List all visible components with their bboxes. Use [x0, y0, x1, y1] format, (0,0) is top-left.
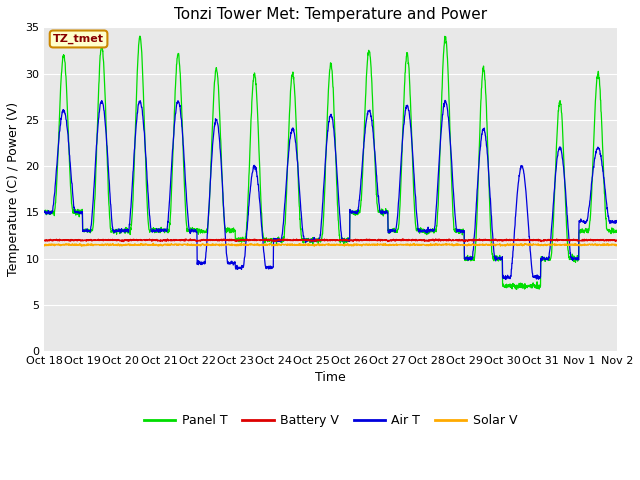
Battery V	[613, 238, 621, 243]
Battery V	[563, 237, 571, 243]
Battery V	[498, 238, 506, 243]
Air T	[200, 260, 208, 266]
Battery V	[579, 237, 586, 242]
Line: Solar V: Solar V	[45, 243, 617, 246]
Legend: Panel T, Battery V, Air T, Solar V: Panel T, Battery V, Air T, Solar V	[140, 409, 522, 432]
Panel T	[136, 33, 144, 39]
Panel T	[513, 287, 520, 292]
Panel T	[360, 134, 368, 140]
Battery V	[360, 238, 368, 243]
Air T	[563, 205, 571, 211]
Line: Panel T: Panel T	[45, 36, 617, 289]
Line: Air T: Air T	[45, 100, 617, 279]
Solar V	[310, 243, 318, 249]
Panel T	[497, 256, 505, 262]
Battery V	[200, 237, 208, 243]
Air T	[348, 209, 355, 215]
Solar V	[150, 240, 157, 246]
Air T	[613, 219, 621, 225]
Panel T	[613, 228, 621, 233]
Panel T	[348, 208, 355, 214]
Title: Tonzi Tower Met: Temperature and Power: Tonzi Tower Met: Temperature and Power	[174, 7, 487, 22]
Battery V	[41, 238, 49, 243]
Solar V	[498, 242, 506, 248]
Battery V	[461, 239, 469, 244]
Panel T	[579, 227, 586, 233]
Air T	[579, 218, 586, 224]
X-axis label: Time: Time	[316, 372, 346, 384]
Air T	[441, 97, 449, 103]
Panel T	[200, 229, 208, 235]
Line: Battery V: Battery V	[45, 239, 617, 241]
Text: TZ_tmet: TZ_tmet	[53, 34, 104, 44]
Solar V	[563, 242, 571, 248]
Air T	[41, 210, 49, 216]
Solar V	[579, 242, 586, 248]
Solar V	[613, 242, 621, 248]
Air T	[502, 276, 509, 282]
Air T	[360, 145, 367, 151]
Solar V	[348, 243, 356, 249]
Solar V	[200, 242, 208, 248]
Battery V	[348, 238, 355, 243]
Panel T	[563, 227, 571, 233]
Panel T	[41, 209, 49, 215]
Y-axis label: Temperature (C) / Power (V): Temperature (C) / Power (V)	[7, 102, 20, 276]
Air T	[497, 256, 505, 262]
Solar V	[360, 242, 368, 248]
Battery V	[220, 236, 228, 242]
Solar V	[41, 242, 49, 248]
